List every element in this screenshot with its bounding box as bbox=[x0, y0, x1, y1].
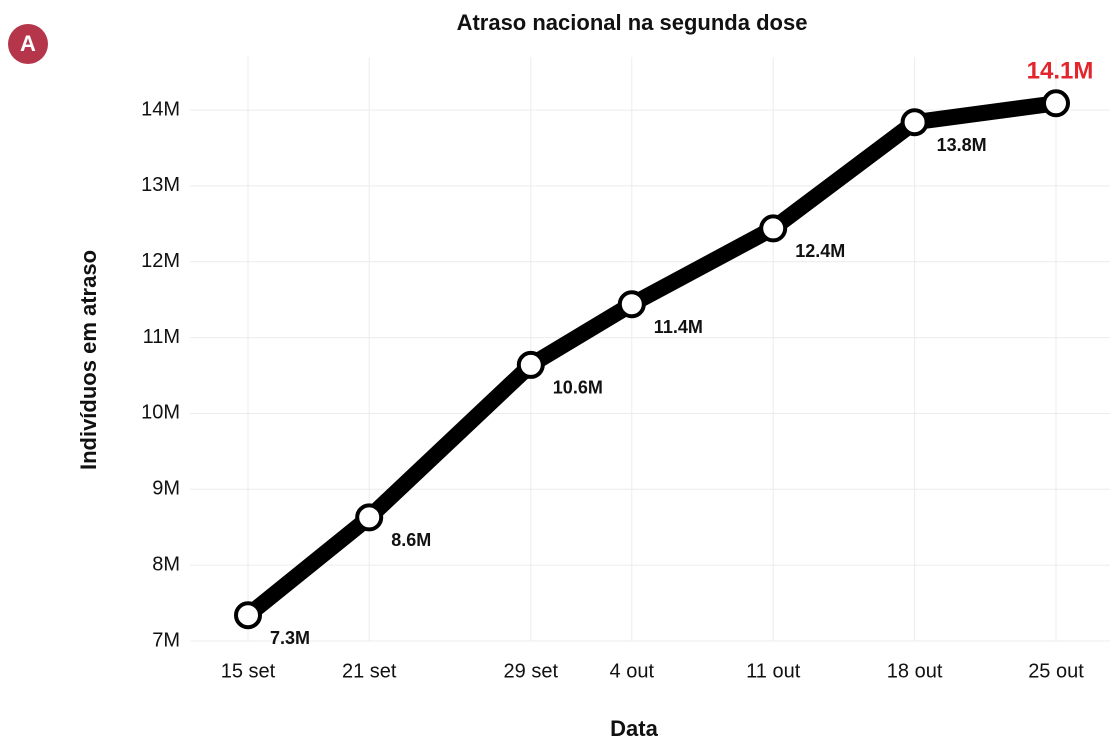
panel-badge bbox=[8, 24, 48, 64]
point bbox=[900, 108, 929, 137]
value-label: 10.6M bbox=[553, 378, 603, 398]
x-tick-label: 29 set bbox=[504, 660, 559, 682]
point bbox=[617, 290, 646, 319]
x-tick-label: 18 out bbox=[887, 660, 943, 682]
x-tick-label: 11 out bbox=[746, 660, 801, 682]
y-axis-title: Indivíduos em atraso bbox=[76, 250, 101, 470]
value-label: 8.6M bbox=[391, 530, 431, 550]
x-axis-title: Data bbox=[610, 716, 658, 741]
point bbox=[516, 350, 545, 379]
point bbox=[759, 214, 788, 243]
value-label: 12.4M bbox=[795, 241, 845, 261]
y-tick-label: 12M bbox=[141, 250, 180, 272]
x-tick-label: 15 set bbox=[221, 660, 276, 682]
y-tick-label: 13M bbox=[141, 174, 180, 196]
point bbox=[355, 503, 384, 532]
value-label: 14.1M bbox=[1027, 58, 1094, 85]
value-label: 7.3M bbox=[270, 628, 310, 648]
y-tick-label: 7M bbox=[152, 629, 180, 651]
x-tick-label: 21 set bbox=[342, 660, 397, 682]
x-tick-label: 4 out bbox=[610, 660, 655, 682]
value-label: 11.4M bbox=[654, 317, 703, 337]
y-tick-label: 9M bbox=[152, 478, 180, 500]
y-tick-label: 10M bbox=[141, 402, 180, 424]
y-tick-label: 11M bbox=[143, 326, 180, 348]
y-tick-label: 8M bbox=[152, 553, 180, 575]
x-tick-label: 25 out bbox=[1028, 660, 1084, 682]
point bbox=[234, 601, 262, 630]
chart-title: Atraso nacional na segunda dose bbox=[457, 10, 808, 35]
panel-label: A bbox=[20, 31, 36, 56]
y-tick-label: 14M bbox=[141, 98, 180, 120]
value-label: 13.8M bbox=[937, 135, 987, 155]
point bbox=[1042, 89, 1070, 118]
